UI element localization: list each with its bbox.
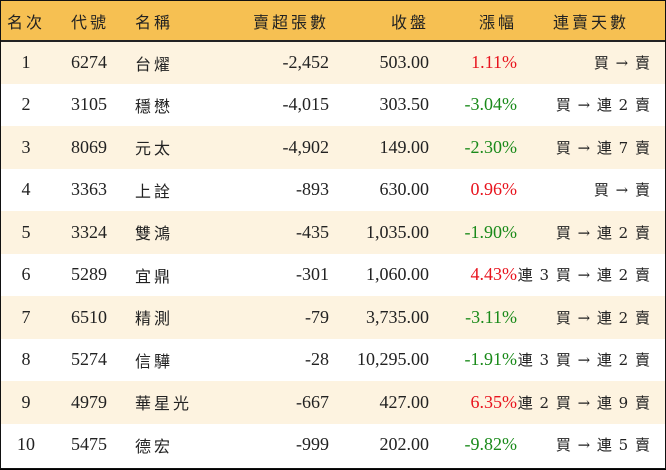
change-cell: -2.30% <box>464 136 518 157</box>
code-cell: 3324 <box>71 221 107 242</box>
change-cell: -1.90% <box>464 221 518 242</box>
close-cell: 1,060.00 <box>366 264 429 285</box>
close-cell: 1,035.00 <box>366 221 429 242</box>
rank-cell: 7 <box>21 306 31 327</box>
streak-cell: 連 3 買 → 連 2 賣 <box>517 266 651 285</box>
header-change: 漲幅 <box>478 12 517 32</box>
close-cell: 303.50 <box>379 94 430 115</box>
name-cell: 德宏 <box>135 436 174 456</box>
net-sell-cell: -893 <box>296 179 329 200</box>
streak-cell: 買 → 賣 <box>593 54 651 73</box>
change-cell: 6.35% <box>470 391 518 412</box>
table-row: 8 5274 信驊 -28 10,295.00 -1.91% 連 3 買 → 連 2 賣 <box>1 338 665 381</box>
table-row: 10 5475 德宏 -999 202.00 -9.82% 買 → 連 5 賣 <box>1 423 665 466</box>
rank-cell: 6 <box>21 264 31 285</box>
change-cell: 0.96% <box>470 179 518 200</box>
code-cell: 3105 <box>71 94 107 115</box>
close-cell: 149.00 <box>379 136 430 157</box>
rank-cell: 1 <box>21 52 31 73</box>
net-sell-cell: -435 <box>296 221 329 242</box>
name-cell: 雙鴻 <box>135 224 174 244</box>
net-sell-cell: -667 <box>296 391 329 412</box>
streak-cell: 買 → 連 2 賣 <box>555 308 651 327</box>
code-cell: 4979 <box>71 391 107 412</box>
rank-cell: 2 <box>21 94 31 115</box>
code-cell: 8069 <box>71 136 107 157</box>
net-sell-cell: -301 <box>296 264 329 285</box>
streak-cell: 買 → 賣 <box>593 181 651 200</box>
header-name: 名稱 <box>135 12 174 32</box>
code-cell: 6510 <box>71 306 107 327</box>
net-sell-cell: -2,452 <box>282 52 330 73</box>
name-cell: 信驊 <box>135 351 174 371</box>
rank-cell: 8 <box>21 349 31 370</box>
name-cell: 穩懋 <box>135 96 174 116</box>
rank-cell: 4 <box>21 179 31 200</box>
change-cell: -3.11% <box>465 306 517 327</box>
net-sell-cell: -28 <box>305 349 329 370</box>
name-cell: 上詮 <box>135 181 174 201</box>
table-row: 5 3324 雙鴻 -435 1,035.00 -1.90% 買 → 連 2 賣 <box>1 211 665 254</box>
header-streak: 連賣天數 <box>552 12 629 32</box>
net-sell-cell: -4,015 <box>282 94 330 115</box>
close-cell: 503.00 <box>379 52 430 73</box>
table-row: 4 3363 上詮 -893 630.00 0.96% 買 → 賣 <box>1 168 665 211</box>
net-sell-cell: -999 <box>296 434 329 455</box>
streak-cell: 買 → 連 2 賣 <box>555 96 651 115</box>
table-header-row: 名次 代號 名稱 賣超張數 收盤 漲幅 連賣天數 <box>1 1 665 41</box>
header-net-sell: 賣超張數 <box>252 12 329 32</box>
table-row: 7 6510 精測 -79 3,735.00 -3.11% 買 → 連 2 賣 <box>1 296 665 339</box>
streak-cell: 買 → 連 7 賣 <box>555 138 651 157</box>
close-cell: 202.00 <box>379 434 430 455</box>
rank-cell: 3 <box>21 136 31 157</box>
name-cell: 精測 <box>135 309 174 329</box>
header-close: 收盤 <box>390 12 429 32</box>
name-cell: 元太 <box>135 139 174 159</box>
change-cell: 4.43% <box>470 264 518 285</box>
rank-cell: 5 <box>21 221 31 242</box>
streak-cell: 買 → 連 2 賣 <box>555 223 651 242</box>
table-row: 3 8069 元太 -4,902 149.00 -2.30% 買 → 連 7 賣 <box>1 126 665 169</box>
name-cell: 華星光 <box>135 394 193 414</box>
close-cell: 3,735.00 <box>366 306 429 327</box>
name-cell: 台燿 <box>135 54 174 74</box>
change-cell: -1.91% <box>464 349 518 370</box>
code-cell: 5289 <box>71 264 107 285</box>
net-sell-cell: -4,902 <box>282 136 330 157</box>
streak-cell: 連 2 買 → 連 9 賣 <box>517 393 651 412</box>
rank-cell: 9 <box>21 391 31 412</box>
table-row: 1 6274 台燿 -2,452 503.00 1.11% 買 → 賣 <box>1 41 665 84</box>
code-cell: 6274 <box>71 52 107 73</box>
change-cell: -3.04% <box>464 94 518 115</box>
close-cell: 10,295.00 <box>357 349 429 370</box>
streak-cell: 買 → 連 5 賣 <box>555 436 651 455</box>
streak-cell: 連 3 買 → 連 2 賣 <box>517 351 651 370</box>
change-cell: -9.82% <box>464 434 518 455</box>
table-row: 6 5289 宜鼎 -301 1,060.00 4.43% 連 3 買 → 連 2 賣 <box>1 253 665 296</box>
net-sell-cell: -79 <box>305 306 329 327</box>
close-cell: 427.00 <box>379 391 430 412</box>
table-row: 2 3105 穩懋 -4,015 303.50 -3.04% 買 → 連 2 賣 <box>1 83 665 126</box>
code-cell: 3363 <box>71 179 107 200</box>
close-cell: 630.00 <box>379 179 430 200</box>
header-rank: 名次 <box>6 12 45 32</box>
table-row: 9 4979 華星光 -667 427.00 6.35% 連 2 買 → 連 9 賣 <box>1 381 665 424</box>
name-cell: 宜鼎 <box>135 266 174 286</box>
code-cell: 5475 <box>71 434 107 455</box>
change-cell: 1.11% <box>471 52 517 73</box>
rank-cell: 10 <box>17 434 35 455</box>
code-cell: 5274 <box>71 349 107 370</box>
header-code: 代號 <box>71 12 110 32</box>
